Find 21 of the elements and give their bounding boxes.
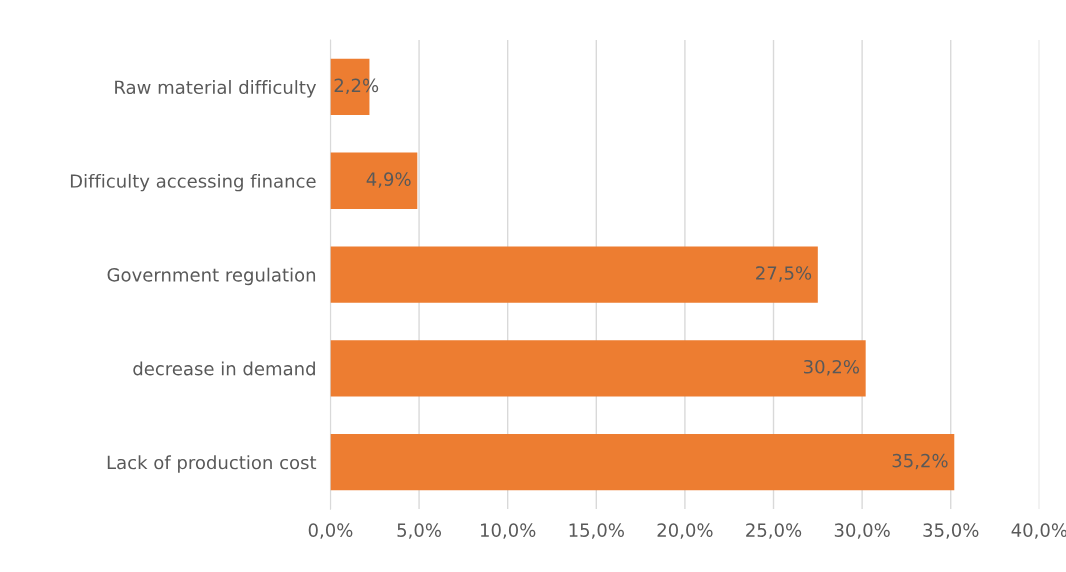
- x-tick-label: 30,0%: [834, 523, 890, 539]
- y-tick-label: Difficulty accessing finance: [70, 173, 316, 192]
- x-tick-label: 10,0%: [480, 523, 536, 539]
- bar: [330, 434, 955, 491]
- y-tick-label: Government regulation: [107, 267, 316, 286]
- y-tick-label: decrease in demand: [133, 361, 315, 376]
- data-label: 4,9%: [366, 172, 411, 188]
- bar: [330, 152, 418, 209]
- y-tick-label: Raw material difficulty: [115, 80, 317, 98]
- x-tick-label: 5,0%: [397, 523, 442, 539]
- y-tick-label: Lack of production cost: [107, 455, 317, 473]
- data-label: 35,2%: [892, 453, 948, 470]
- bar: [330, 246, 818, 303]
- x-tick-label: 20,0%: [657, 523, 713, 539]
- x-tick-label: 25,0%: [746, 523, 802, 539]
- data-label: 27,5%: [756, 266, 812, 282]
- x-tick-label: 0,0%: [308, 523, 353, 539]
- bar: [330, 340, 866, 397]
- data-label: 30,2%: [804, 359, 859, 376]
- x-tick-label: 35,0%: [923, 523, 979, 539]
- x-tick-label: 15,0%: [569, 523, 624, 539]
